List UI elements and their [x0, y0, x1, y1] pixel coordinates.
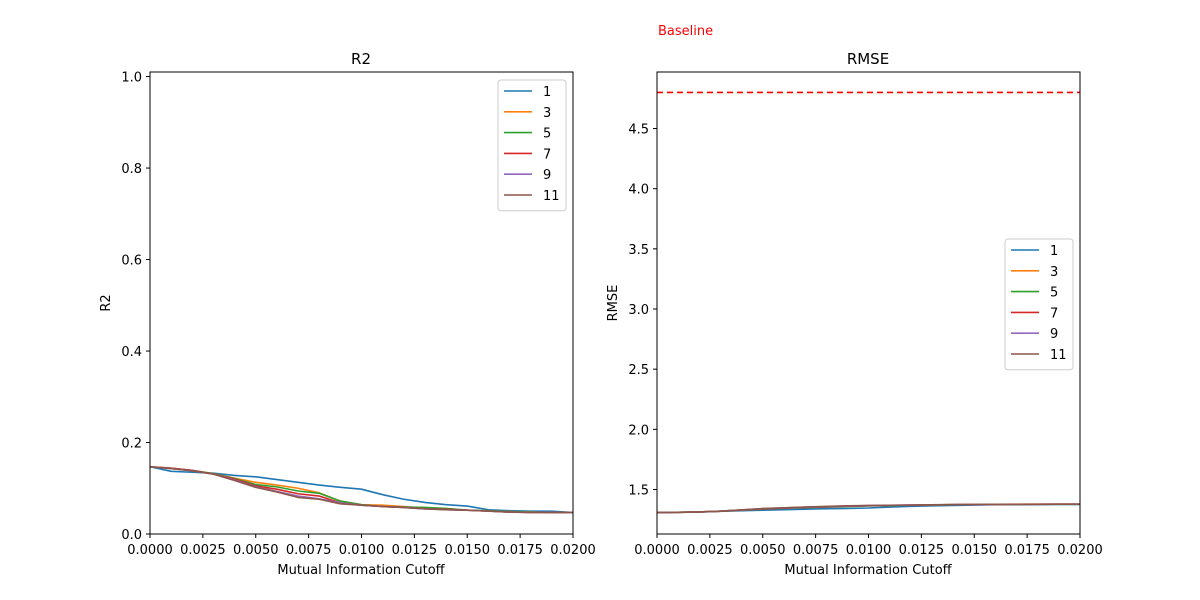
baseline-label: Baseline — [658, 24, 713, 39]
r2-xtick-label: 0.0050 — [233, 543, 279, 558]
r2-ytick-label: 0.8 — [121, 162, 142, 177]
rmse-xtick-label: 0.0025 — [687, 543, 733, 558]
r2-xtick-label: 0.0000 — [127, 543, 173, 558]
rmse-xtick-label: 0.0000 — [634, 543, 680, 558]
rmse-ytick-label: 3.0 — [628, 303, 649, 318]
r2-xtick-label: 0.0200 — [550, 543, 596, 558]
r2-xtick-label: 0.0100 — [339, 543, 385, 558]
rmse-legend — [1004, 238, 1074, 371]
r2-ytick-label: 1.0 — [121, 71, 142, 86]
r2-ylabel: R2 — [99, 294, 114, 311]
rmse-xtick-label: 0.0150 — [952, 543, 998, 558]
rmse-legend-label-7: 7 — [1050, 306, 1058, 321]
r2-ytick-label: 0.6 — [121, 254, 142, 269]
rmse-xlabel: Mutual Information Cutoff — [784, 563, 952, 578]
r2-legend-label-1: 1 — [543, 85, 551, 100]
r2-legend-label-3: 3 — [543, 106, 551, 121]
rmse-xtick-label: 0.0125 — [899, 543, 945, 558]
r2-ytick-label: 0.0 — [121, 528, 142, 543]
r2-title: R2 — [351, 50, 371, 68]
r2-xtick-label: 0.0025 — [180, 543, 226, 558]
r2-legend — [497, 79, 567, 212]
rmse-legend-label-3: 3 — [1050, 265, 1058, 280]
rmse-ytick-label: 1.5 — [628, 483, 649, 498]
r2-legend-label-9: 9 — [543, 168, 551, 183]
rmse-xtick-label: 0.0100 — [846, 543, 892, 558]
r2-xtick-label: 0.0125 — [392, 543, 438, 558]
rmse-xtick-label: 0.0200 — [1057, 543, 1103, 558]
rmse-ytick-label: 4.0 — [628, 183, 649, 198]
rmse-xtick-label: 0.0175 — [1004, 543, 1050, 558]
rmse-xtick-label: 0.0075 — [793, 543, 839, 558]
rmse-ytick-label: 2.0 — [628, 423, 649, 438]
r2-legend-label-11: 11 — [543, 189, 560, 204]
rmse-ytick-label: 2.5 — [628, 363, 649, 378]
r2-legend-label-5: 5 — [543, 127, 551, 142]
rmse-legend-label-1: 1 — [1050, 244, 1058, 259]
rmse-xtick-label: 0.0050 — [740, 543, 786, 558]
r2-series-1-line — [149, 465, 574, 514]
r2-xlabel: Mutual Information Cutoff — [277, 563, 445, 578]
r2-xtick-label: 0.0150 — [445, 543, 491, 558]
rmse-ytick-label: 3.5 — [628, 243, 649, 258]
rmse-ylabel: RMSE — [606, 285, 621, 322]
r2-ytick-label: 0.2 — [121, 437, 142, 452]
rmse-legend-label-11: 11 — [1050, 348, 1067, 363]
r2-panel: R2 Mutual Information Cutoff R2 0.0000 0.… — [99, 50, 596, 578]
rmse-panel: RMSE Mutual Information Cutoff RMSE Base… — [606, 24, 1103, 578]
r2-xtick-label: 0.0075 — [286, 543, 332, 558]
rmse-legend-label-5: 5 — [1050, 286, 1058, 301]
rmse-ytick-label: 4.5 — [628, 123, 649, 138]
r2-legend-label-7: 7 — [543, 147, 551, 162]
rmse-title: RMSE — [847, 50, 889, 68]
rmse-legend-label-9: 9 — [1050, 327, 1058, 342]
r2-xtick-label: 0.0175 — [497, 543, 543, 558]
r2-ytick-label: 0.4 — [121, 345, 142, 360]
rmse-series-11-line — [656, 503, 1080, 514]
r2-series-11-line — [149, 465, 573, 514]
